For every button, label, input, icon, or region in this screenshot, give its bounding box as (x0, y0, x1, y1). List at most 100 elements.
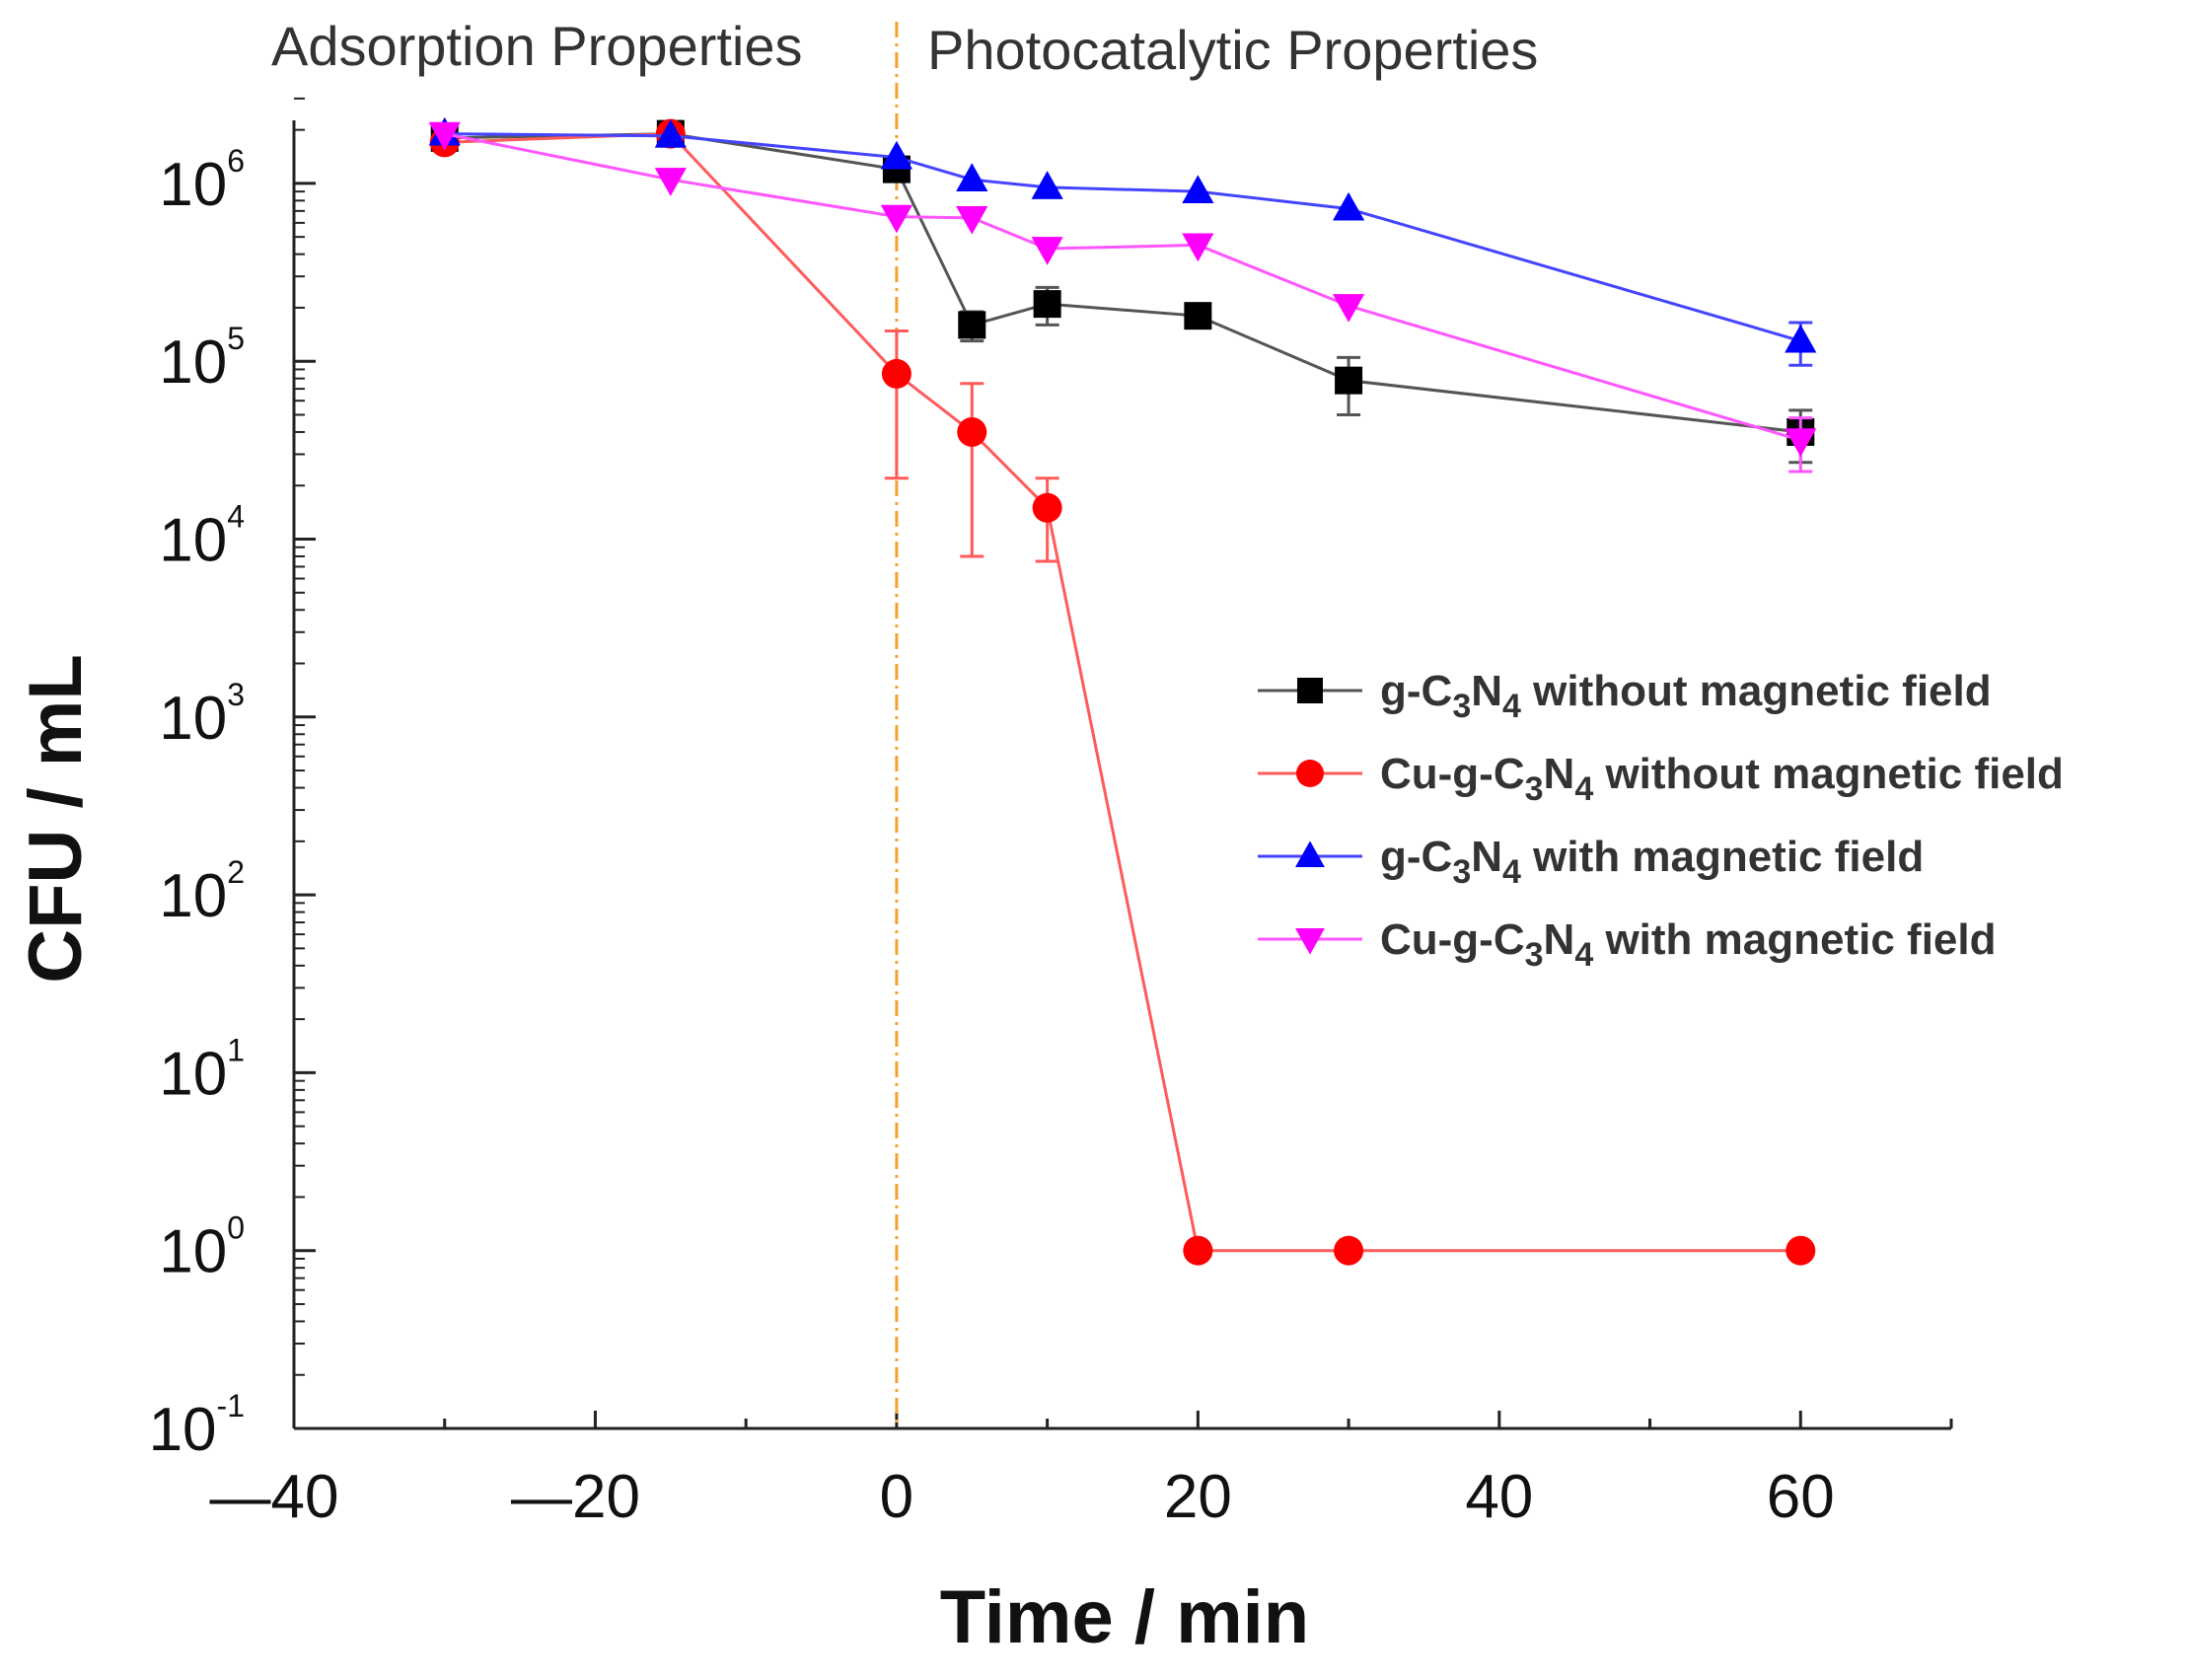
legend-subscript: 3 (1452, 688, 1471, 725)
legend-label-part: Cu-g-C (1380, 750, 1525, 798)
y-tick-label: 104 (159, 499, 245, 575)
legend-subscript: 4 (1502, 853, 1521, 891)
legend-marker (1295, 927, 1325, 955)
data-point-cugcn-field (1182, 233, 1214, 262)
y-tick-base: 10 (159, 329, 227, 397)
y-tick-exponent: 5 (227, 321, 245, 356)
data-point-cugcn-no-field (957, 416, 987, 447)
legend-entry-cugcn-field: Cu-g-C3N4 with magnetic field (1258, 915, 1997, 974)
y-tick-label: 105 (159, 321, 245, 397)
legend-subscript: 3 (1525, 936, 1544, 974)
data-point-gcn-no-field (958, 311, 986, 339)
data-point-cugcn-no-field (1334, 1235, 1364, 1266)
y-tick-exponent: 1 (227, 1032, 245, 1067)
series-cugcn-field (428, 121, 1817, 474)
data-point-cugcn-field (1785, 428, 1817, 457)
y-tick-label: 101 (159, 1032, 245, 1108)
legend-entry-cugcn-no-field: Cu-g-C3N4 without magnetic field (1258, 750, 2064, 808)
y-tick-exponent: 3 (227, 677, 245, 712)
legend-marker (1295, 840, 1325, 868)
x-tick-label: 20 (1164, 1463, 1232, 1531)
data-point-cugcn-field (654, 168, 687, 196)
y-tick-base: 10 (159, 862, 227, 930)
legend-label-part: g-C (1380, 833, 1452, 881)
x-tick-label: —20 (511, 1463, 640, 1531)
y-tick-base: 10 (159, 151, 227, 219)
region-label-adsorption: Adsorption Properties (271, 15, 803, 77)
data-point-cugcn-field (880, 204, 913, 234)
legend-label: Cu-g-C3N4 with magnetic field (1380, 915, 1997, 974)
data-point-cugcn-no-field (1032, 492, 1062, 523)
y-tick-exponent: 0 (227, 1210, 245, 1246)
y-tick-base: 10 (159, 507, 227, 575)
data-point-gcn-no-field (1033, 290, 1061, 319)
y-tick-exponent: 2 (227, 854, 245, 890)
y-tick-base: 10 (159, 1040, 227, 1108)
data-point-gcn-field (880, 140, 913, 170)
legend-label-part: without magnetic field (1521, 667, 1992, 715)
legend-label: g-C3N4 with magnetic field (1380, 833, 1924, 891)
data-point-cugcn-no-field (881, 358, 911, 389)
data-point-cugcn-no-field (1183, 1235, 1213, 1266)
legend-entry-gcn-field: g-C3N4 with magnetic field (1258, 833, 1924, 891)
data-point-gcn-field (956, 163, 988, 191)
data-point-gcn-field (1332, 191, 1365, 221)
legend-label-part: Cu-g-C (1380, 915, 1525, 964)
y-tick-exponent: 6 (227, 143, 245, 179)
x-tick-label: —40 (210, 1463, 339, 1531)
data-point-gcn-field (1182, 175, 1214, 204)
y-tick-label: 106 (159, 143, 245, 219)
legend-label-part: without magnetic field (1593, 750, 2064, 798)
data-point-cugcn-field (1332, 294, 1365, 323)
data-point-cugcn-field (1031, 237, 1063, 265)
legend-label-part: with magnetic field (1521, 833, 1924, 881)
x-tick-label: 40 (1465, 1463, 1533, 1531)
y-tick-label: 102 (159, 854, 245, 930)
data-point-cugcn-field (956, 205, 988, 235)
legend-label-part: g-C (1380, 667, 1452, 715)
data-point-cugcn-no-field (1786, 1235, 1816, 1266)
legend-subscript: 3 (1525, 770, 1544, 808)
legend-entry-gcn-no-field: g-C3N4 without magnetic field (1258, 667, 1992, 725)
legend-label-part: N (1471, 833, 1502, 881)
legend-subscript: 3 (1452, 853, 1471, 891)
series-line-cugcn-field (444, 132, 1801, 442)
data-point-gcn-no-field (1184, 302, 1212, 330)
region-label-photocatalytic: Photocatalytic Properties (927, 19, 1538, 81)
y-tick-label: 103 (159, 677, 245, 753)
x-tick-label: 0 (880, 1463, 913, 1531)
data-point-gcn-field (654, 118, 687, 148)
y-tick-base: 10 (159, 685, 227, 753)
legend-subscript: 4 (1502, 688, 1521, 725)
data-point-cugcn-field (428, 121, 461, 151)
y-tick-base: 10 (159, 1218, 227, 1286)
legend-marker (1296, 760, 1324, 787)
legend-label-part: N (1544, 750, 1575, 798)
series-line-cugcn-no-field (444, 132, 1801, 1253)
data-series (428, 116, 1817, 1266)
legend-marker (1297, 678, 1323, 703)
legend-label: Cu-g-C3N4 without magnetic field (1380, 750, 2064, 808)
legend-subscript: 4 (1574, 770, 1593, 808)
legend-label: g-C3N4 without magnetic field (1380, 667, 1992, 725)
y-tick-label: 100 (159, 1210, 245, 1286)
x-tick-label: 60 (1767, 1463, 1835, 1531)
y-tick-label: 10-1 (149, 1388, 245, 1464)
series-line-gcn-field (444, 132, 1801, 343)
y-tick-base: 10 (149, 1396, 217, 1464)
legend-label-part: N (1471, 667, 1502, 715)
y-tick-exponent: 4 (227, 499, 245, 535)
legend-label-part: with magnetic field (1593, 915, 1996, 964)
data-point-gcn-field (1785, 324, 1817, 353)
y-tick-exponent: -1 (217, 1388, 245, 1424)
y-axis-title: CFU / mL (14, 654, 98, 984)
legend-subscript: 4 (1574, 936, 1593, 974)
x-axis-title: Time / min (940, 1575, 1309, 1659)
legend-label-part: N (1544, 915, 1575, 964)
data-point-gcn-field (1031, 171, 1063, 199)
